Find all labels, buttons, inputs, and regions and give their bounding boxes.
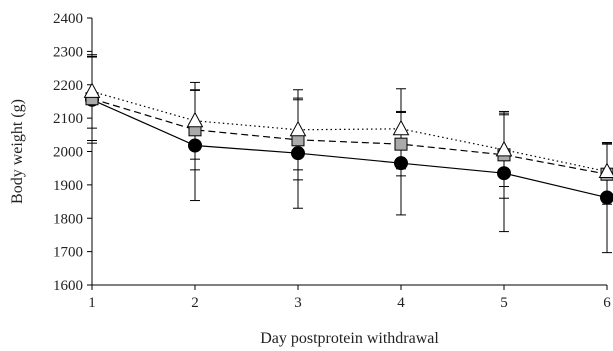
y-tick-label: 2400 — [53, 11, 83, 27]
markers-series-1 — [85, 92, 613, 205]
y-tick-label: 1600 — [53, 278, 83, 294]
x-tick-label: 4 — [397, 295, 405, 311]
x-tick-label: 1 — [88, 295, 96, 311]
data-point — [289, 120, 307, 137]
x-tick-label: 3 — [294, 295, 302, 311]
markers-series-2 — [85, 92, 613, 181]
data-point — [394, 156, 408, 171]
y-tick-label: 1900 — [53, 178, 83, 194]
data-point — [497, 166, 511, 181]
y-tick-label: 1800 — [53, 211, 83, 227]
y-tick-label: 2300 — [53, 44, 83, 60]
data-point — [598, 162, 613, 179]
y-axis-title: Body weight (g) — [9, 99, 26, 204]
x-axis-title: Day postprotein withdrawal — [260, 330, 439, 347]
data-point — [188, 138, 202, 153]
markers-series-3 — [83, 82, 613, 179]
series-line-3 — [91, 90, 608, 173]
error-bars-series-1 — [87, 55, 612, 254]
data-point — [392, 119, 410, 136]
y-tick-label: 2000 — [53, 145, 83, 161]
x-tick-label: 6 — [603, 295, 611, 311]
y-tick-label: 1700 — [53, 245, 83, 261]
series-line-2 — [91, 98, 608, 175]
data-point — [83, 82, 101, 98]
error-bars-series-3 — [87, 54, 612, 201]
series-line-1 — [91, 99, 608, 199]
y-tick-label: 2100 — [53, 111, 83, 127]
data-point — [394, 137, 408, 151]
x-tick-label: 5 — [500, 295, 508, 311]
data-point — [495, 140, 513, 157]
y-tick-label: 2200 — [53, 78, 83, 94]
data-point — [600, 190, 613, 205]
error-bars-series-2 — [87, 56, 612, 205]
data-point — [291, 146, 305, 161]
axes: 1600 1700 1800 1900 2000 2100 2200 2300 2400 1 2 3 4… — [53, 11, 611, 311]
data-point — [186, 111, 204, 128]
x-tick-label: 2 — [191, 295, 199, 311]
series-layer — [83, 54, 613, 254]
